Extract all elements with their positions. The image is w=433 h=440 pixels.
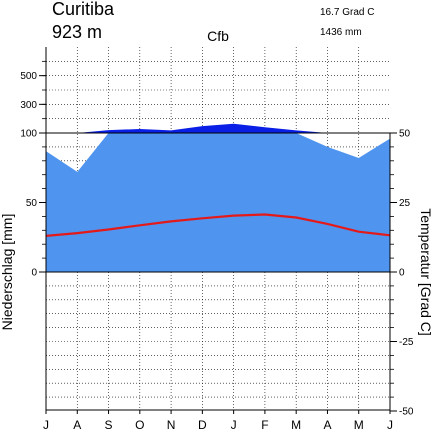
temperature-line [45,213,391,237]
month-label: F [261,418,268,432]
precipitation-tick-label: 0 [31,268,37,279]
month-label: M [291,418,301,432]
humid-area [46,133,390,272]
month-label: S [105,418,113,432]
station-name: Curitiba [52,0,115,19]
precipitation-tick-label: 300 [20,100,37,111]
month-label: J [387,418,393,432]
month-label: D [198,418,207,432]
temperature-tick-label: -25 [399,337,414,348]
month-label: N [167,418,176,432]
mean-temperature: 16.7 Grad C [320,7,374,18]
month-label: A [73,418,81,432]
temperature-tick-label: 25 [399,198,411,209]
month-label: O [135,418,144,432]
month-label: A [323,418,331,432]
temperature-tick-label: 0 [399,268,405,279]
precipitation-tick-label: 500 [20,71,37,82]
month-label: M [354,418,364,432]
month-label: J [43,418,49,432]
month-label: J [231,418,237,432]
annual-precipitation: 1436 mm [320,27,362,38]
temperature-line-layer [45,213,391,237]
precipitation-tick-label: 100 [20,129,37,140]
station-elevation: 923 m [52,22,102,42]
climate-class: Cfb [207,28,229,44]
perhumid-area [46,123,390,133]
temperature-axis-label: Temperatur [Grad C] [418,208,433,336]
temperature-tick-label: 50 [399,129,411,140]
precipitation-axis-label: Niederschlag [mm] [0,214,15,331]
precipitation-areas [46,123,390,272]
temperature-tick-label: -50 [399,407,414,418]
precipitation-tick-label: 50 [26,198,38,209]
